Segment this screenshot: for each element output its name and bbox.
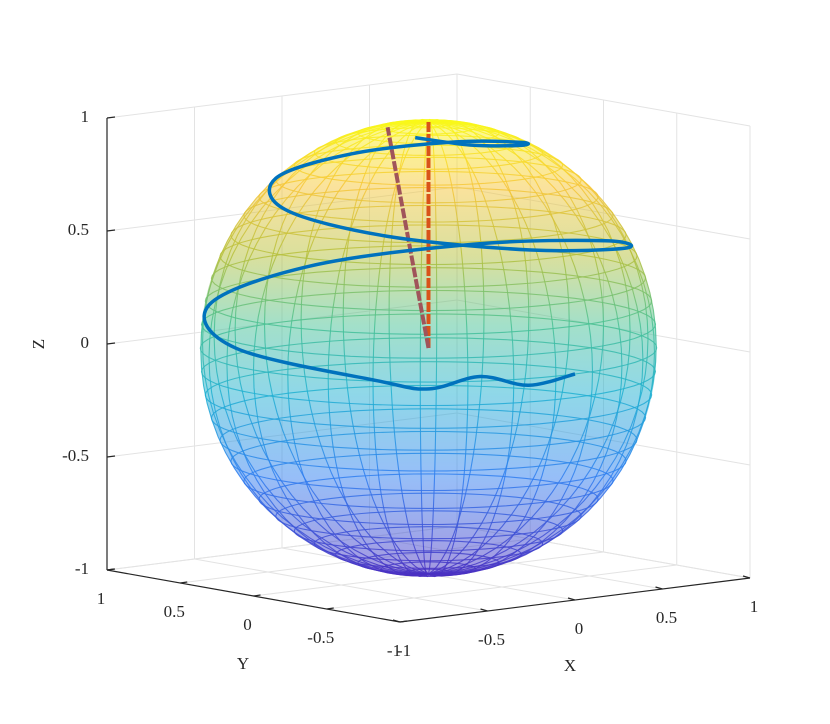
sphere-mesh xyxy=(428,121,657,575)
z-tick-label: 0 xyxy=(81,333,90,352)
sphere-mesh xyxy=(428,121,515,577)
x-axis-label: X xyxy=(564,656,576,675)
tick-mark xyxy=(326,607,334,610)
tick-mark xyxy=(392,619,401,623)
sphere-mesh xyxy=(200,121,429,575)
x-tick-label: 1 xyxy=(750,597,759,616)
y-tick-label: 0 xyxy=(243,615,252,634)
z-tick-label: 1 xyxy=(81,107,90,126)
sphere-mesh xyxy=(428,121,656,575)
sphere-mesh xyxy=(428,121,594,576)
tick-mark xyxy=(742,575,751,579)
grid-line xyxy=(106,73,458,119)
y-tick-label: -0.5 xyxy=(307,628,334,647)
y-axis-label: Y xyxy=(237,654,249,673)
tick-mark xyxy=(480,608,488,612)
grid-line xyxy=(326,564,677,610)
tick-mark xyxy=(399,620,408,623)
sphere-mesh xyxy=(428,119,485,575)
sphere-mesh xyxy=(419,121,430,578)
z-tick-label: 0.5 xyxy=(68,220,89,239)
z-tick-label: -1 xyxy=(75,559,89,578)
tick-mark xyxy=(655,586,663,590)
tick-mark xyxy=(106,568,115,571)
z-axis-label: Z xyxy=(29,339,48,349)
sphere-mesh xyxy=(252,121,429,576)
y-tick-label: 0.5 xyxy=(164,602,185,621)
tick-mark xyxy=(253,594,261,597)
sphere-mesh xyxy=(234,120,429,575)
sphere-mesh xyxy=(428,121,469,578)
x-tick-label: 0 xyxy=(575,619,584,638)
sphere-mesh xyxy=(427,118,438,575)
tick-mark xyxy=(180,581,188,584)
sphere-mesh xyxy=(428,121,649,575)
state-vector xyxy=(385,126,431,349)
tick-mark xyxy=(106,116,116,119)
sphere-mesh xyxy=(263,120,429,575)
x-tick-label: 0.5 xyxy=(656,608,677,627)
sphere-mesh xyxy=(327,121,429,577)
sphere-mesh xyxy=(208,121,429,575)
tick-mark xyxy=(106,455,116,458)
sphere-mesh xyxy=(287,121,429,576)
sphere-mesh xyxy=(388,118,429,575)
x-tick-label: -1 xyxy=(397,641,411,660)
z-tick-label: -0.5 xyxy=(62,446,89,465)
tick-mark xyxy=(106,342,116,345)
tick-mark xyxy=(567,597,576,601)
x-tick-label: -0.5 xyxy=(478,630,505,649)
trajectory xyxy=(202,135,633,391)
sphere-mesh xyxy=(428,121,623,576)
grid-line xyxy=(456,73,751,127)
y-tick-label: 1 xyxy=(97,589,106,608)
tick-mark xyxy=(106,229,116,232)
sphere-mesh xyxy=(201,121,429,575)
sphere-mesh xyxy=(342,119,429,575)
y-tick-label: -1 xyxy=(387,641,401,660)
sphere-mesh xyxy=(428,119,530,575)
